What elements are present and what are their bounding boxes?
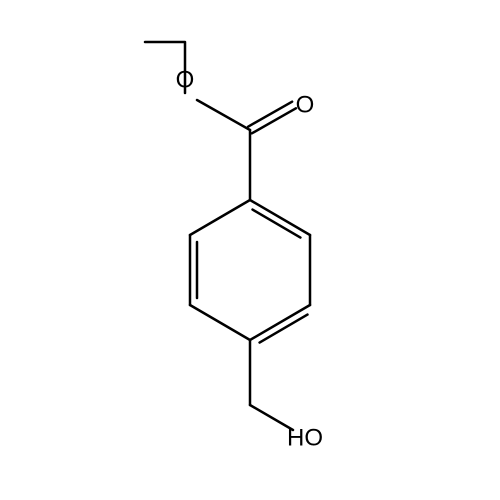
bonds-group [145,42,310,430]
molecule-diagram: O O HO [0,0,500,500]
atom-label-OH: HO [287,425,323,452]
atom-label-O_carbonyl: O [296,92,315,119]
atom-label-O_methoxy: O [176,67,195,94]
